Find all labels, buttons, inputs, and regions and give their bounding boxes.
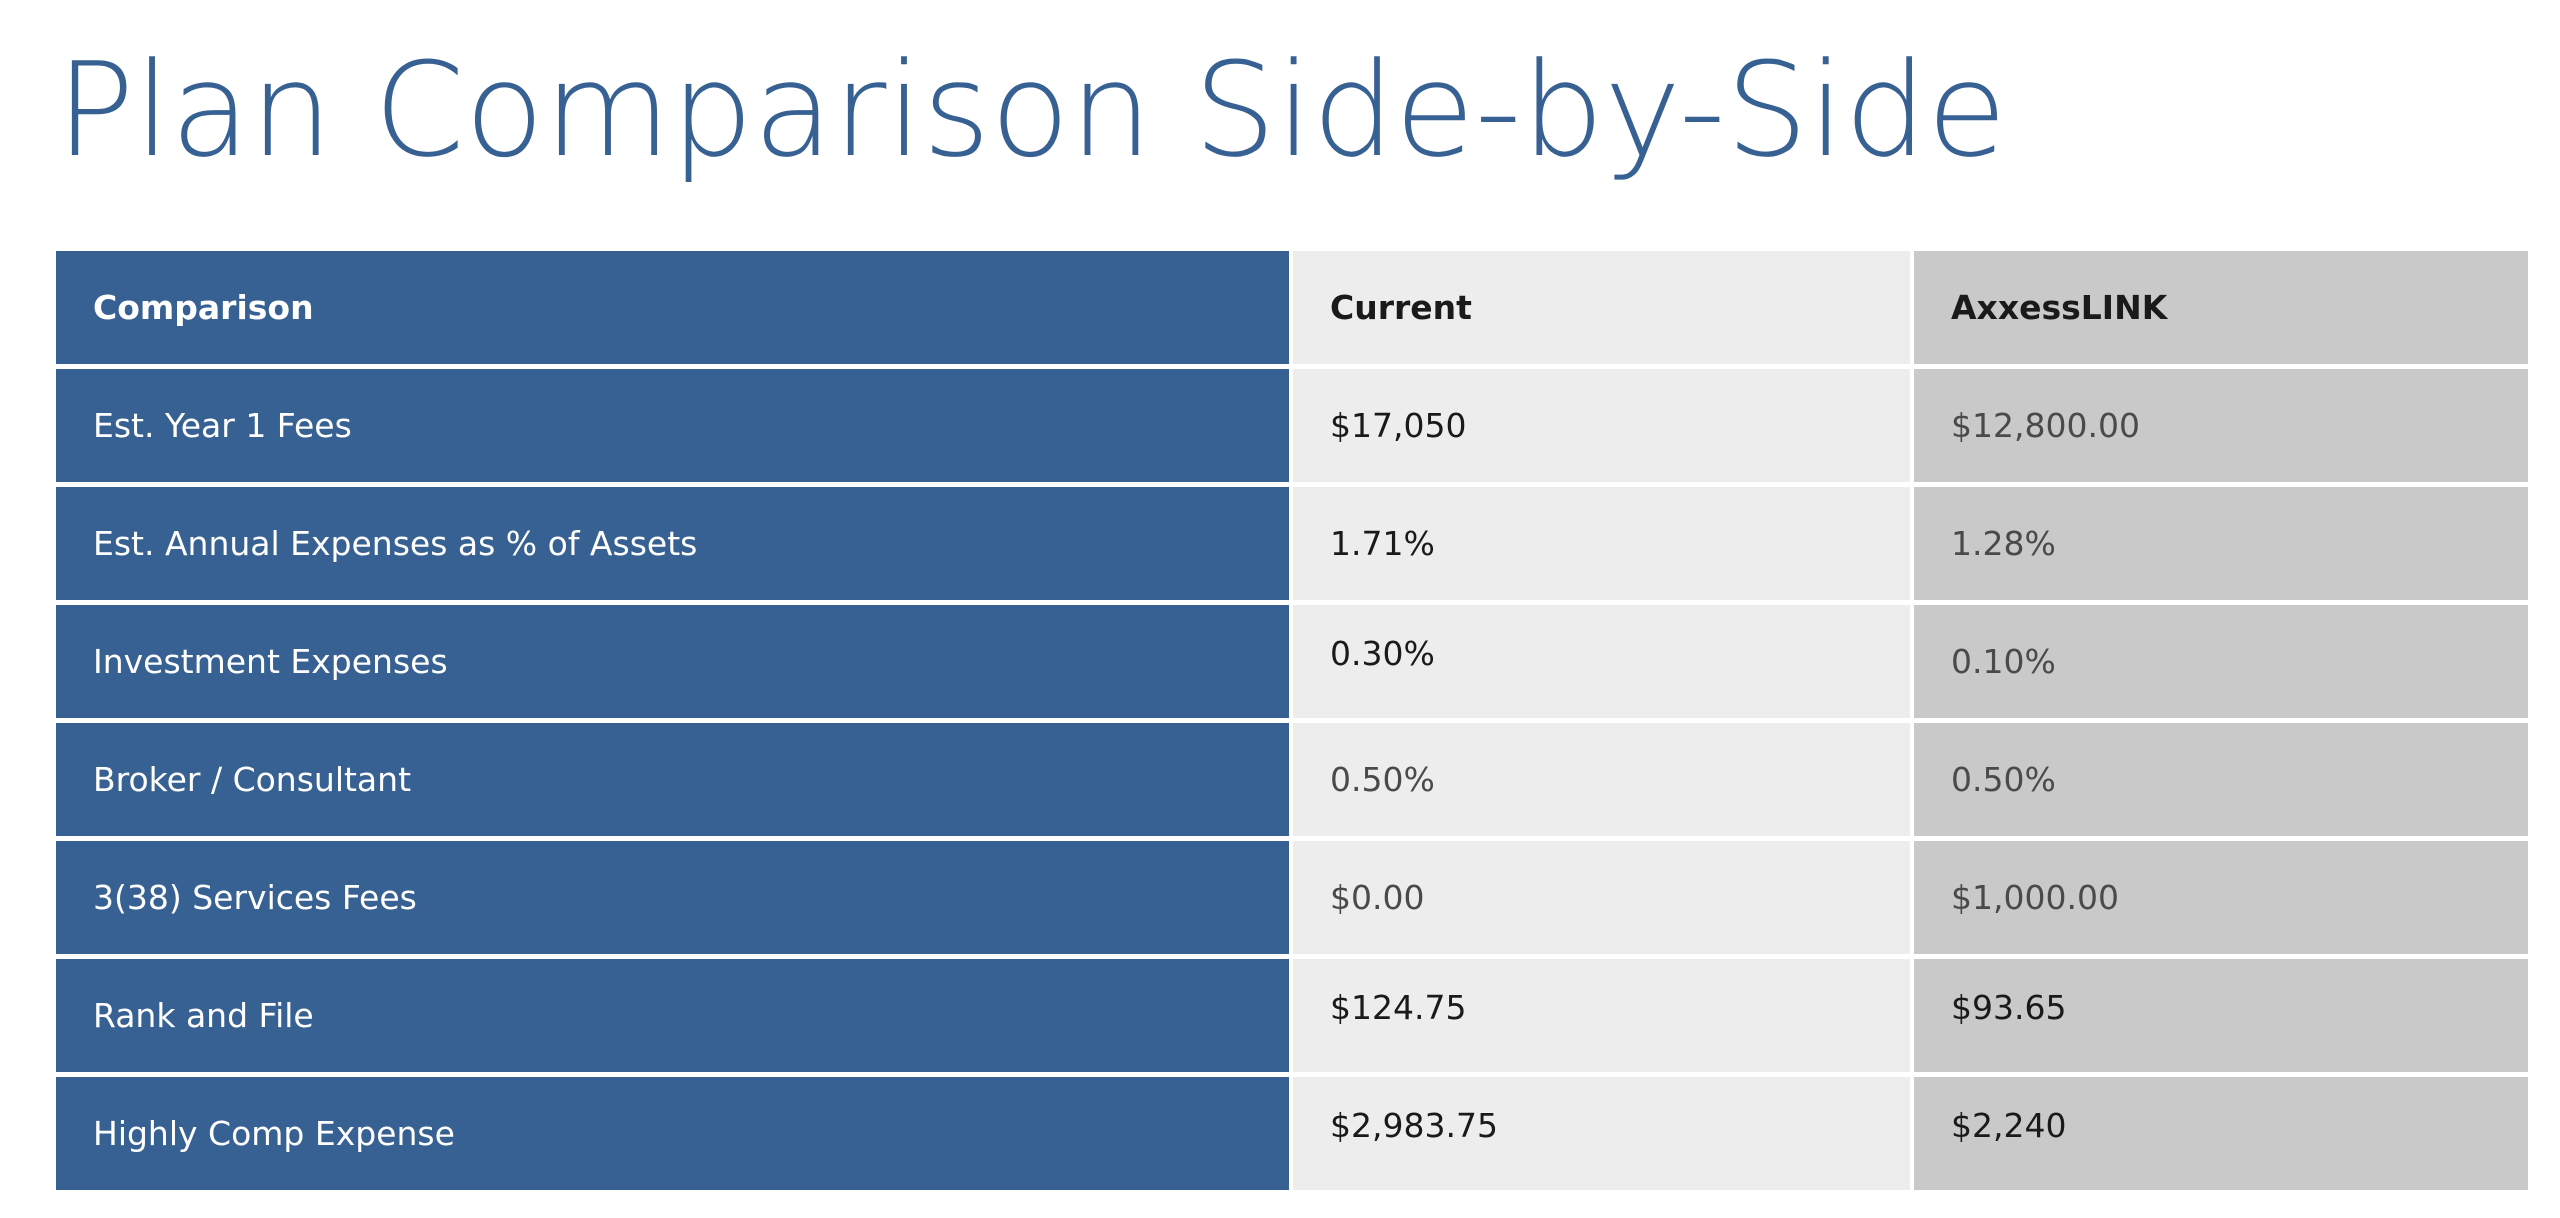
axxess-value: $1,000.00: [1914, 841, 2528, 954]
axxess-value-text: 1.28%: [1951, 524, 2056, 563]
row-label-text: Highly Comp Expense: [93, 1114, 455, 1153]
header-current: Current: [1293, 251, 1910, 364]
axxess-value: $12,800.00: [1914, 369, 2528, 482]
axxess-value-text: $93.65: [1951, 988, 2067, 1027]
row-label-text: Rank and File: [93, 996, 314, 1035]
row-label: Est. Annual Expenses as % of Assets: [56, 487, 1289, 600]
header-axxesslink-label: AxxessLINK: [1951, 288, 2168, 327]
row-label: Est. Year 1 Fees: [56, 369, 1289, 482]
current-value: $0.00: [1293, 841, 1910, 954]
current-value-text: 1.71%: [1330, 524, 1435, 563]
current-value-text: 0.30%: [1330, 634, 1435, 673]
row-label: Rank and File: [56, 959, 1289, 1072]
axxess-value-text: 0.10%: [1951, 642, 2056, 681]
current-value-text: $17,050: [1330, 406, 1467, 445]
axxess-value-text: $2,240: [1951, 1106, 2067, 1145]
row-label-text: Broker / Consultant: [93, 760, 412, 799]
comparison-table: Comparison Current AxxessLINK Est. Year …: [56, 251, 2528, 1190]
header-comparison-label: Comparison: [93, 288, 314, 327]
row-label-text: Investment Expenses: [93, 642, 448, 681]
current-value: $2,983.75: [1293, 1077, 1910, 1190]
header-axxesslink: AxxessLINK: [1914, 251, 2528, 364]
axxess-value-text: $12,800.00: [1951, 406, 2140, 445]
header-current-label: Current: [1330, 288, 1472, 327]
axxess-value: 1.28%: [1914, 487, 2528, 600]
current-value-text: $0.00: [1330, 878, 1425, 917]
axxess-value: 0.10%: [1914, 605, 2528, 718]
current-value-text: $2,983.75: [1330, 1106, 1498, 1145]
current-value: 0.30%: [1293, 605, 1910, 718]
current-value: $124.75: [1293, 959, 1910, 1072]
current-value: 1.71%: [1293, 487, 1910, 600]
axxess-value: 0.50%: [1914, 723, 2528, 836]
row-label: Highly Comp Expense: [56, 1077, 1289, 1190]
axxess-value: $93.65: [1914, 959, 2528, 1072]
page-title: Plan Comparison Side-by-Side: [56, 34, 2007, 186]
row-label-text: Est. Year 1 Fees: [93, 406, 352, 445]
row-label: Broker / Consultant: [56, 723, 1289, 836]
row-label-text: Est. Annual Expenses as % of Assets: [93, 524, 698, 563]
header-comparison: Comparison: [56, 251, 1289, 364]
current-value: $17,050: [1293, 369, 1910, 482]
axxess-value-text: 0.50%: [1951, 760, 2056, 799]
row-label-text: 3(38) Services Fees: [93, 878, 417, 917]
axxess-value: $2,240: [1914, 1077, 2528, 1190]
row-label: Investment Expenses: [56, 605, 1289, 718]
current-value: 0.50%: [1293, 723, 1910, 836]
current-value-text: $124.75: [1330, 988, 1467, 1027]
axxess-value-text: $1,000.00: [1951, 878, 2119, 917]
current-value-text: 0.50%: [1330, 760, 1435, 799]
row-label: 3(38) Services Fees: [56, 841, 1289, 954]
